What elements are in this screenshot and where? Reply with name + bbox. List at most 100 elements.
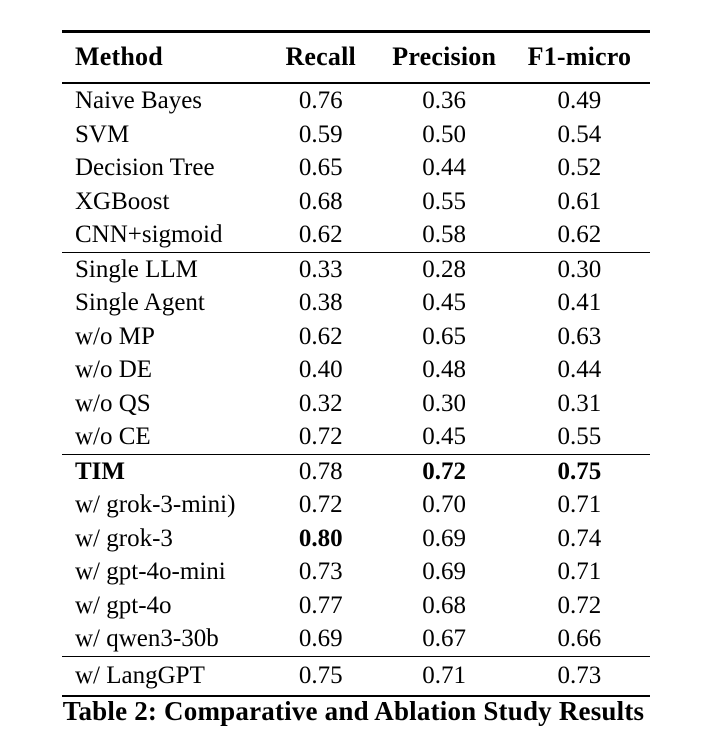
- precision-value-cell: 0.69: [422, 558, 467, 585]
- method-cell: SVM: [75, 120, 130, 148]
- table-caption: Table 2: Comparative and Ablation Study …: [62, 696, 645, 726]
- results-table-container: Method Recall Precision F1-micro Naive B…: [62, 30, 650, 697]
- precision-value-cell: 0.65: [422, 322, 467, 350]
- f1-value-cell: 0.61: [557, 187, 602, 215]
- precision-value-cell: 0.55: [422, 187, 467, 215]
- table-row: w/o CE 0.72 0.45 0.55: [62, 420, 650, 454]
- table-row: w/o MP 0.62 0.65 0.63: [62, 320, 650, 354]
- precision-value-cell: 0.48: [422, 356, 467, 383]
- recall-value-cell: 0.77: [298, 591, 343, 619]
- column-header-f1-micro: F1-micro: [508, 31, 650, 84]
- method-cell: w/ gpt-4o-mini: [75, 558, 226, 585]
- method-cell: Naive Bayes: [75, 87, 203, 114]
- table-row: Single Agent 0.38 0.45 0.41: [62, 286, 650, 320]
- method-cell: w/o DE: [75, 356, 153, 383]
- table-row: Naive Bayes 0.76 0.36 0.49: [62, 83, 650, 118]
- method-cell: w/o MP: [75, 322, 155, 350]
- precision-value-cell: 0.45: [422, 423, 467, 450]
- method-cell: w/ LangGPT: [75, 661, 205, 689]
- precision-value-cell: 0.69: [422, 524, 467, 552]
- recall-value-cell: 0.59: [298, 120, 343, 148]
- precision-value-cell: 0.50: [422, 120, 467, 148]
- table-row: TIM 0.78 0.72 0.75: [62, 454, 650, 488]
- method-cell: w/ qwen3-30b: [75, 625, 219, 652]
- recall-value-cell: 0.62: [298, 322, 343, 350]
- recall-value-cell: 0.69: [298, 625, 343, 652]
- method-cell: CNN+sigmoid: [75, 221, 223, 248]
- table-row: Decision Tree 0.65 0.44 0.52: [62, 151, 650, 185]
- method-cell: TIM: [75, 457, 125, 485]
- precision-value-cell: 0.68: [422, 591, 467, 619]
- table-row: w/ gpt-4o-mini 0.73 0.69 0.71: [62, 555, 650, 589]
- column-header-method: Method: [62, 31, 262, 84]
- f1-value-cell: 0.72: [557, 591, 602, 619]
- table-row: w/o DE 0.40 0.48 0.44: [62, 353, 650, 387]
- table-row: w/ grok-3 0.80 0.69 0.74: [62, 522, 650, 556]
- f1-value-cell: 0.62: [557, 221, 602, 248]
- recall-value-cell: 0.73: [298, 558, 343, 585]
- recall-value-cell: 0.40: [298, 356, 343, 383]
- table-header: Method Recall Precision F1-micro: [62, 31, 650, 84]
- recall-value-cell: 0.65: [298, 154, 343, 181]
- f1-value-cell: 0.55: [557, 423, 602, 450]
- table-row: SVM 0.59 0.50 0.54: [62, 118, 650, 152]
- method-cell: XGBoost: [75, 187, 170, 215]
- recall-value-cell: 0.80: [298, 524, 343, 552]
- precision-value-cell: 0.71: [422, 661, 467, 689]
- recall-value-cell: 0.38: [298, 289, 343, 316]
- f1-value-cell: 0.75: [557, 457, 602, 485]
- table-section: Naive Bayes 0.76 0.36 0.49 SVM 0.59 0.50 0.54 De…: [62, 83, 650, 252]
- precision-value-cell: 0.45: [422, 289, 467, 316]
- precision-value-cell: 0.67: [422, 625, 467, 652]
- header-row: Method Recall Precision F1-micro: [62, 31, 650, 84]
- table-section: TIM 0.78 0.72 0.75 w/ grok-3-mini) 0.72 0.70 0.…: [62, 454, 650, 656]
- table-row: w/ gpt-4o 0.77 0.68 0.72: [62, 589, 650, 623]
- f1-value-cell: 0.71: [557, 491, 602, 518]
- recall-value-cell: 0.32: [298, 389, 343, 417]
- method-cell: w/ grok-3-mini): [75, 491, 236, 518]
- recall-value-cell: 0.33: [298, 255, 343, 283]
- table-row: CNN+sigmoid 0.62 0.58 0.62: [62, 218, 650, 252]
- method-cell: Single Agent: [75, 289, 205, 316]
- column-header-recall: Recall: [261, 31, 380, 84]
- recall-value-cell: 0.72: [298, 491, 343, 518]
- f1-value-cell: 0.30: [557, 255, 602, 283]
- method-cell: w/ grok-3: [75, 524, 173, 552]
- table-row: w/ LangGPT 0.75 0.71 0.73: [62, 656, 650, 696]
- f1-value-cell: 0.49: [557, 87, 602, 114]
- method-cell: w/o CE: [75, 423, 151, 450]
- precision-value-cell: 0.58: [422, 221, 467, 248]
- precision-value-cell: 0.36: [422, 87, 467, 114]
- precision-value-cell: 0.44: [422, 154, 467, 181]
- f1-value-cell: 0.52: [557, 154, 602, 181]
- f1-value-cell: 0.71: [557, 558, 602, 585]
- table-row: XGBoost 0.68 0.55 0.61: [62, 185, 650, 219]
- f1-value-cell: 0.74: [557, 524, 602, 552]
- column-header-precision: Precision: [379, 31, 509, 84]
- method-cell: Single LLM: [75, 255, 198, 283]
- table-row: w/o QS 0.32 0.30 0.31: [62, 387, 650, 421]
- recall-value-cell: 0.72: [298, 423, 343, 450]
- table-row: w/ grok-3-mini) 0.72 0.70 0.71: [62, 488, 650, 522]
- recall-value-cell: 0.68: [298, 187, 343, 215]
- recall-value-cell: 0.76: [298, 87, 343, 114]
- f1-value-cell: 0.41: [557, 289, 602, 316]
- method-cell: w/o QS: [75, 389, 151, 417]
- precision-value-cell: 0.28: [422, 255, 467, 283]
- f1-value-cell: 0.63: [557, 322, 602, 350]
- f1-value-cell: 0.66: [557, 625, 602, 652]
- method-cell: Decision Tree: [75, 154, 215, 181]
- precision-value-cell: 0.70: [422, 491, 467, 518]
- recall-value-cell: 0.75: [298, 661, 343, 689]
- recall-value-cell: 0.78: [298, 457, 343, 485]
- f1-value-cell: 0.54: [557, 120, 602, 148]
- table-section: Single LLM 0.33 0.28 0.30 Single Agent 0.38 0.…: [62, 252, 650, 454]
- table-section: w/ LangGPT 0.75 0.71 0.73: [62, 656, 650, 696]
- precision-value-cell: 0.72: [422, 457, 467, 485]
- method-cell: w/ gpt-4o: [75, 591, 172, 619]
- f1-value-cell: 0.44: [557, 356, 602, 383]
- f1-value-cell: 0.73: [557, 661, 602, 689]
- table-row: w/ qwen3-30b 0.69 0.67 0.66: [62, 622, 650, 656]
- results-table: Method Recall Precision F1-micro Naive B…: [62, 30, 650, 697]
